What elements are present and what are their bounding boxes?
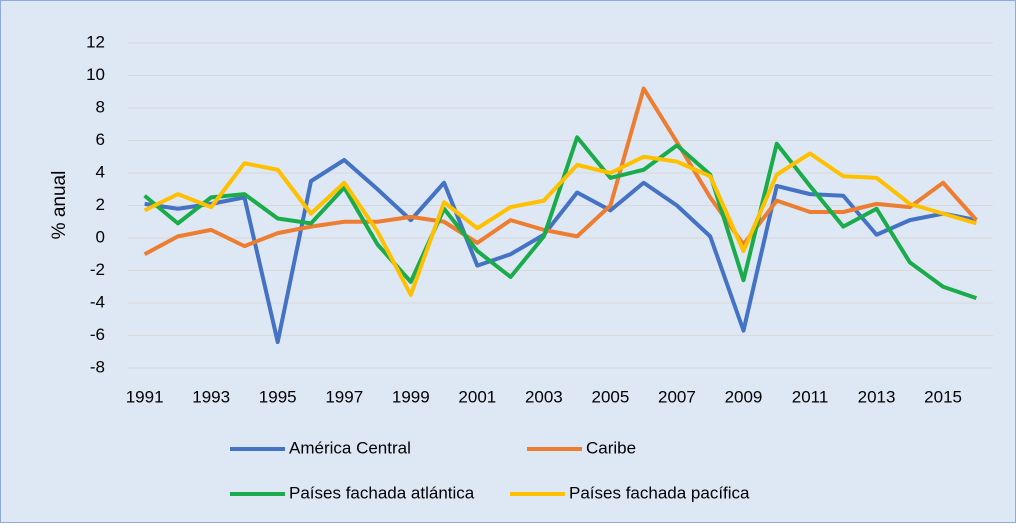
legend-label: Países fachada pacífica <box>569 483 750 502</box>
legend-label: Países fachada atlántica <box>289 483 475 502</box>
line-series <box>143 135 978 301</box>
x-tick-label: 1999 <box>392 387 430 406</box>
line-series <box>144 158 977 344</box>
x-tick-label: 2003 <box>525 387 563 406</box>
legend-label: Caribe <box>586 438 636 457</box>
line-series <box>143 86 978 257</box>
x-tick-label: 2007 <box>658 387 696 406</box>
y-tick-label: 6 <box>96 130 105 149</box>
x-tick-label: 1997 <box>325 387 363 406</box>
y-tick-label: -6 <box>90 325 105 344</box>
x-tick-label: 2009 <box>725 387 763 406</box>
x-tick-label: 1993 <box>192 387 230 406</box>
y-tick-label: -8 <box>90 357 105 376</box>
y-tick-label: -2 <box>90 260 105 279</box>
x-tick-label: 2001 <box>458 387 496 406</box>
y-tick-label: 10 <box>86 65 105 84</box>
x-tick-label: 2011 <box>792 387 829 406</box>
y-tick-label: -4 <box>90 292 105 311</box>
x-tick-label: 1991 <box>126 387 164 406</box>
x-tick-label: 2015 <box>924 387 962 406</box>
y-axis-label: % anual <box>49 171 70 240</box>
x-tick-label: 2013 <box>858 387 896 406</box>
legend-label: América Central <box>289 438 411 457</box>
x-tick-label: 1995 <box>259 387 297 406</box>
x-tick-label: 2005 <box>591 387 629 406</box>
y-tick-label: 4 <box>96 162 105 181</box>
y-tick-label: 0 <box>96 227 105 246</box>
y-tick-label: 8 <box>96 97 105 116</box>
y-tick-label: 12 <box>86 32 105 51</box>
line-series <box>143 151 977 297</box>
y-tick-label: 2 <box>96 195 105 214</box>
